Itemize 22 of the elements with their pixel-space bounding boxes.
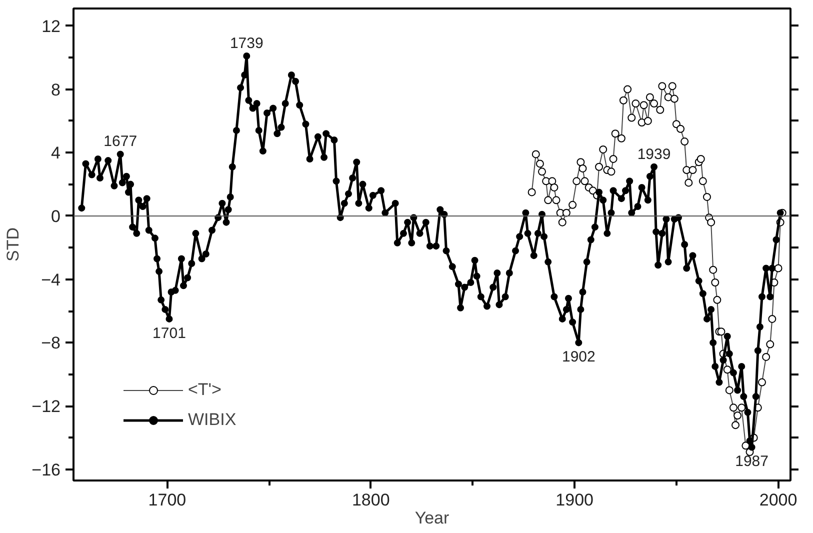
y-axis-title: STD	[4, 228, 23, 262]
y-tick-label: 12	[42, 16, 61, 36]
y-tick-label: −8	[41, 334, 61, 353]
legend-label: <T'>	[188, 380, 222, 400]
x-axis-title: Year	[414, 508, 450, 528]
y-tick-label: 0	[51, 206, 61, 226]
annotation: 1939	[637, 146, 671, 163]
y-tick-label: 4	[51, 144, 61, 163]
y-tick-label: −4	[41, 270, 61, 290]
y-tick-label: 8	[51, 80, 61, 100]
x-tick-label: 1900	[556, 490, 594, 510]
annotation: 1987	[735, 453, 768, 470]
annotation: 1701	[152, 324, 186, 342]
y-tick-label: −12	[32, 397, 61, 416]
x-tick-label: 2000	[759, 490, 798, 510]
x-tick-label: 1700	[148, 490, 186, 510]
legend-label: WIBIX	[188, 410, 236, 430]
annotation: 1677	[104, 133, 138, 150]
annotation: 1739	[230, 35, 264, 52]
y-tick-label: −16	[32, 460, 61, 480]
annotation: 1902	[562, 348, 596, 366]
x-tick-label: 1800	[352, 490, 390, 510]
